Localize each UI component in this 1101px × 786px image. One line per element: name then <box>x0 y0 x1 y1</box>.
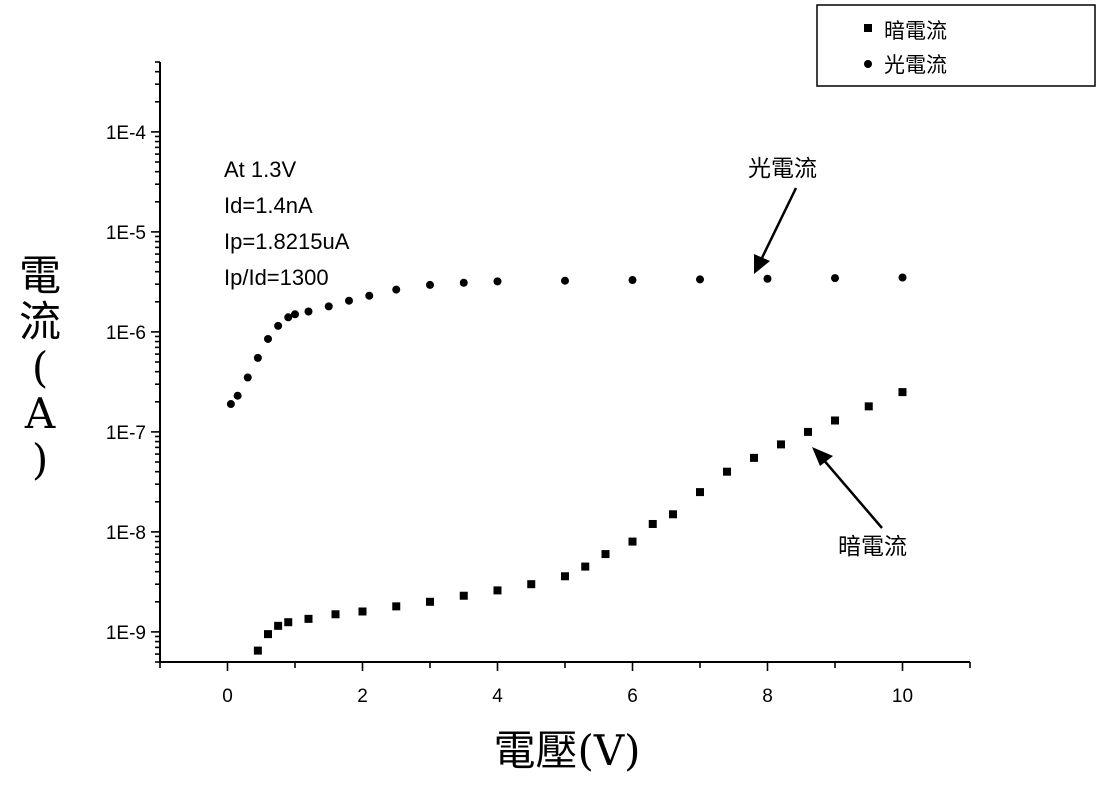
photo-current-point <box>304 307 313 316</box>
dark-current-arrow <box>821 457 883 529</box>
x-tick-label: 0 <box>222 686 233 707</box>
photo-current-point <box>696 275 704 284</box>
photo-current-callout-label: 光電流 <box>748 156 817 182</box>
dark-current-point <box>581 562 590 571</box>
photo-current-point <box>459 278 468 287</box>
dark-current-point <box>750 453 758 462</box>
dark-current-callout-label: 暗電流 <box>838 534 907 560</box>
dark-current-point <box>358 607 367 616</box>
dark-current-point <box>253 646 262 655</box>
x-tick-label: 10 <box>892 686 913 707</box>
dark-current-point <box>493 586 502 595</box>
annotation-line: At 1.3V <box>224 157 296 182</box>
dark-current-point <box>628 537 637 546</box>
photo-current-point <box>233 391 242 400</box>
y-tick-label: 1E-9 <box>106 623 146 644</box>
dark-current-point <box>426 597 434 606</box>
x-tick-label: 6 <box>627 686 638 707</box>
dark-current-point <box>284 618 293 627</box>
x-axis-ticks: 0 2 4 6 8 10 <box>159 662 971 707</box>
photo-current-point <box>284 313 293 322</box>
dark-current-point <box>648 519 657 528</box>
legend-circle-marker <box>864 60 872 68</box>
photo-current-point <box>898 273 907 282</box>
photo-current-arrow <box>758 187 798 263</box>
photo-current-point <box>493 277 502 286</box>
photo-current-point <box>345 296 353 305</box>
photo-current-point <box>365 291 374 300</box>
dark-current-point <box>804 427 812 436</box>
photo-current-point <box>226 400 235 409</box>
photo-current-point <box>243 373 252 382</box>
photo-current-point <box>561 276 569 285</box>
y-axis-ticks: 1E-9 1E-8 1E-7 1E-6 1E-5 1E-4 <box>106 61 160 663</box>
photo-current-point <box>831 274 839 283</box>
x-tick-label: 8 <box>762 686 773 707</box>
annotation-line: Id=1.4nA <box>224 193 313 218</box>
y-tick-label: 1E-6 <box>106 323 146 344</box>
y-tick-label: 1E-4 <box>106 123 147 144</box>
dark-current-point <box>527 580 536 589</box>
photo-current-point <box>324 302 333 311</box>
dark-current-point <box>561 572 569 581</box>
photo-current-arrowhead <box>754 254 770 274</box>
x-tick-label: 2 <box>357 686 368 707</box>
dark-current-point <box>264 630 272 639</box>
dark-current-point <box>898 388 907 397</box>
dark-current-point <box>696 488 704 497</box>
photo-current-point <box>392 285 401 294</box>
y-axis-title: 電流(A) <box>19 251 61 484</box>
dark-current-point <box>601 550 610 559</box>
x-tick-label: 4 <box>492 686 503 707</box>
legend-square-marker <box>864 24 872 32</box>
dark-current-point <box>459 591 468 600</box>
annotation-line: Ip=1.8215uA <box>224 229 350 254</box>
y-tick-label: 1E-7 <box>106 423 146 444</box>
dark-current-point <box>864 402 873 411</box>
dark-current-point <box>831 416 839 425</box>
photo-current-point <box>291 310 299 319</box>
dark-current-point <box>669 510 677 519</box>
y-tick-label: 1E-5 <box>106 223 146 244</box>
photo-current-point <box>264 334 272 343</box>
legend-box <box>816 4 1096 87</box>
y-tick-label: 1E-8 <box>106 523 146 544</box>
annotation-line: Ip/Id=1300 <box>224 265 329 290</box>
photo-current-point <box>628 276 637 285</box>
x-axis-title: 電壓(V) <box>493 726 640 775</box>
dark-current-arrowhead <box>812 447 833 466</box>
photo-current-point <box>426 280 434 289</box>
legend-label-photo: 光電流 <box>884 53 947 77</box>
photo-current-series <box>226 273 907 409</box>
photo-current-point <box>253 353 262 362</box>
legend-label-dark: 暗電流 <box>884 19 947 43</box>
dark-current-point <box>723 467 731 476</box>
photo-current-point <box>274 321 283 330</box>
legend: 暗電流 光電流 <box>816 4 1096 87</box>
dark-current-point <box>304 614 313 623</box>
dark-current-point <box>274 621 283 630</box>
dark-current-point <box>392 602 401 611</box>
dark-current-point <box>777 440 785 449</box>
dark-current-point <box>331 610 340 619</box>
dark-current-series <box>253 388 907 655</box>
photo-current-point <box>763 274 772 283</box>
